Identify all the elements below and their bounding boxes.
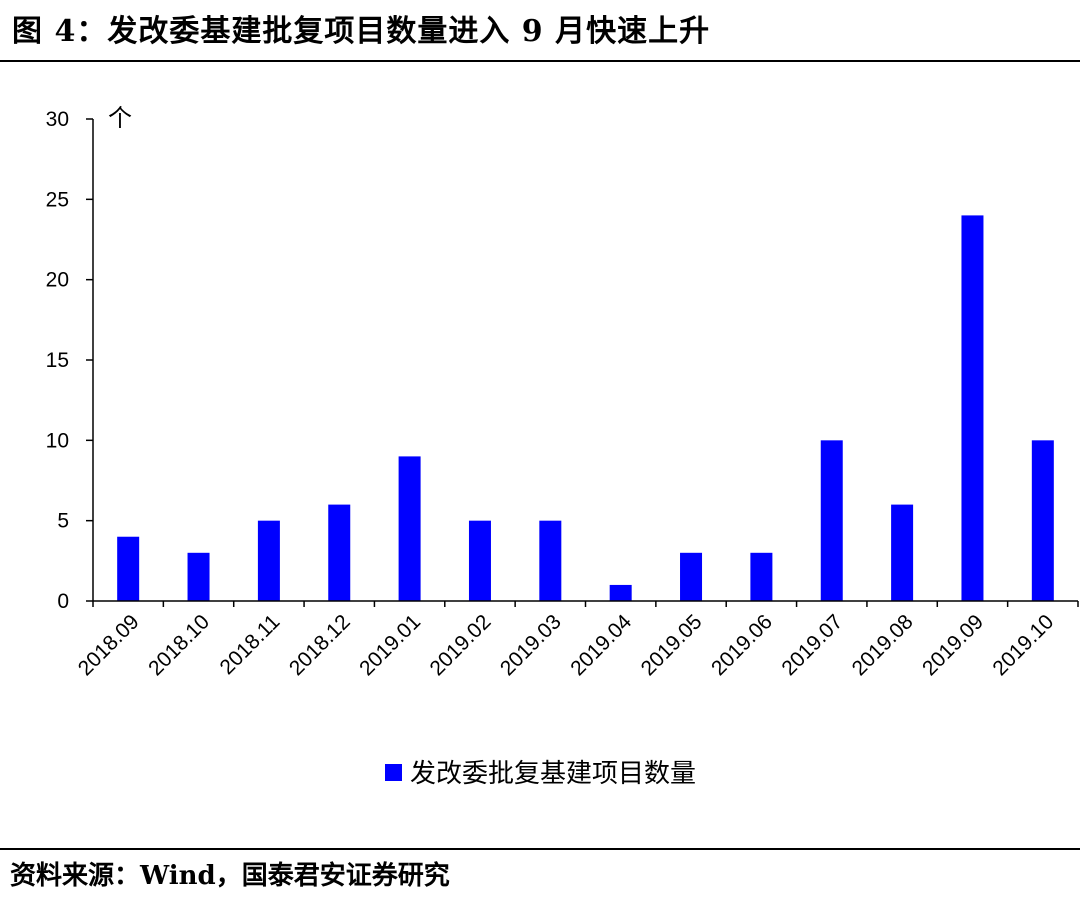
x-tick-label: 2019.01: [355, 610, 425, 680]
source-note: 资料来源：Wind，国泰君安证券研究: [10, 861, 450, 891]
x-tick-label: 2019.04: [566, 610, 636, 680]
x-tick-label: 2019.02: [426, 610, 496, 680]
bar: [257, 520, 280, 601]
x-tick-label: 2019.09: [918, 610, 988, 680]
y-tick-label: 20: [46, 269, 69, 292]
x-tick-label: 2019.06: [707, 610, 777, 680]
x-tick-label: 2019.07: [777, 610, 847, 680]
x-tick-label: 2018.10: [144, 610, 214, 680]
legend-label: 发改委批复基建项目数量: [410, 759, 696, 789]
x-axis: 2018.09 2018.10 2018.11 2018.12 2019.01 2019.…: [74, 600, 1079, 680]
bar: [1031, 440, 1054, 601]
x-tick-label: 2019.03: [496, 610, 566, 680]
y-tick-label: 30: [46, 108, 69, 131]
bar: [539, 520, 562, 601]
top-rule: [0, 60, 1080, 62]
bar: [468, 520, 491, 601]
bar: [961, 215, 984, 601]
legend-swatch: [385, 764, 402, 781]
y-tick-label: 25: [46, 188, 69, 211]
y-tick-label: 0: [57, 590, 69, 613]
bottom-rule: [0, 848, 1080, 850]
bar: [117, 536, 140, 601]
x-tick-label: 2018.12: [285, 610, 355, 680]
figure-title: 图 4：发改委基建批复项目数量进入 9 月快速上升: [12, 14, 711, 49]
bar: [328, 504, 351, 601]
x-tick-label: 2018.09: [74, 610, 144, 680]
bars: [117, 215, 1054, 601]
x-tick-label: 2019.08: [848, 610, 918, 680]
y-unit-label: 个: [108, 104, 132, 132]
bar-chart: 0 5 10 15 20 25 30 2018.09 2018.10 2018.11 2018.1…: [46, 104, 1079, 789]
bar: [609, 584, 632, 601]
x-tick-label: 2019.10: [988, 610, 1058, 680]
y-tick-label: 5: [57, 510, 69, 533]
bar: [820, 440, 843, 601]
bar: [891, 504, 914, 601]
legend: 发改委批复基建项目数量: [385, 759, 696, 789]
bar: [750, 552, 773, 601]
x-tick-label: 2018.11: [216, 610, 285, 679]
y-tick-label: 10: [46, 429, 69, 452]
bar: [398, 456, 421, 601]
bar: [187, 552, 210, 601]
x-tick-label: 2019.05: [637, 610, 707, 680]
y-axis: 0 5 10 15 20 25 30: [46, 108, 94, 613]
y-tick-label: 15: [46, 349, 69, 372]
bar: [680, 552, 703, 601]
